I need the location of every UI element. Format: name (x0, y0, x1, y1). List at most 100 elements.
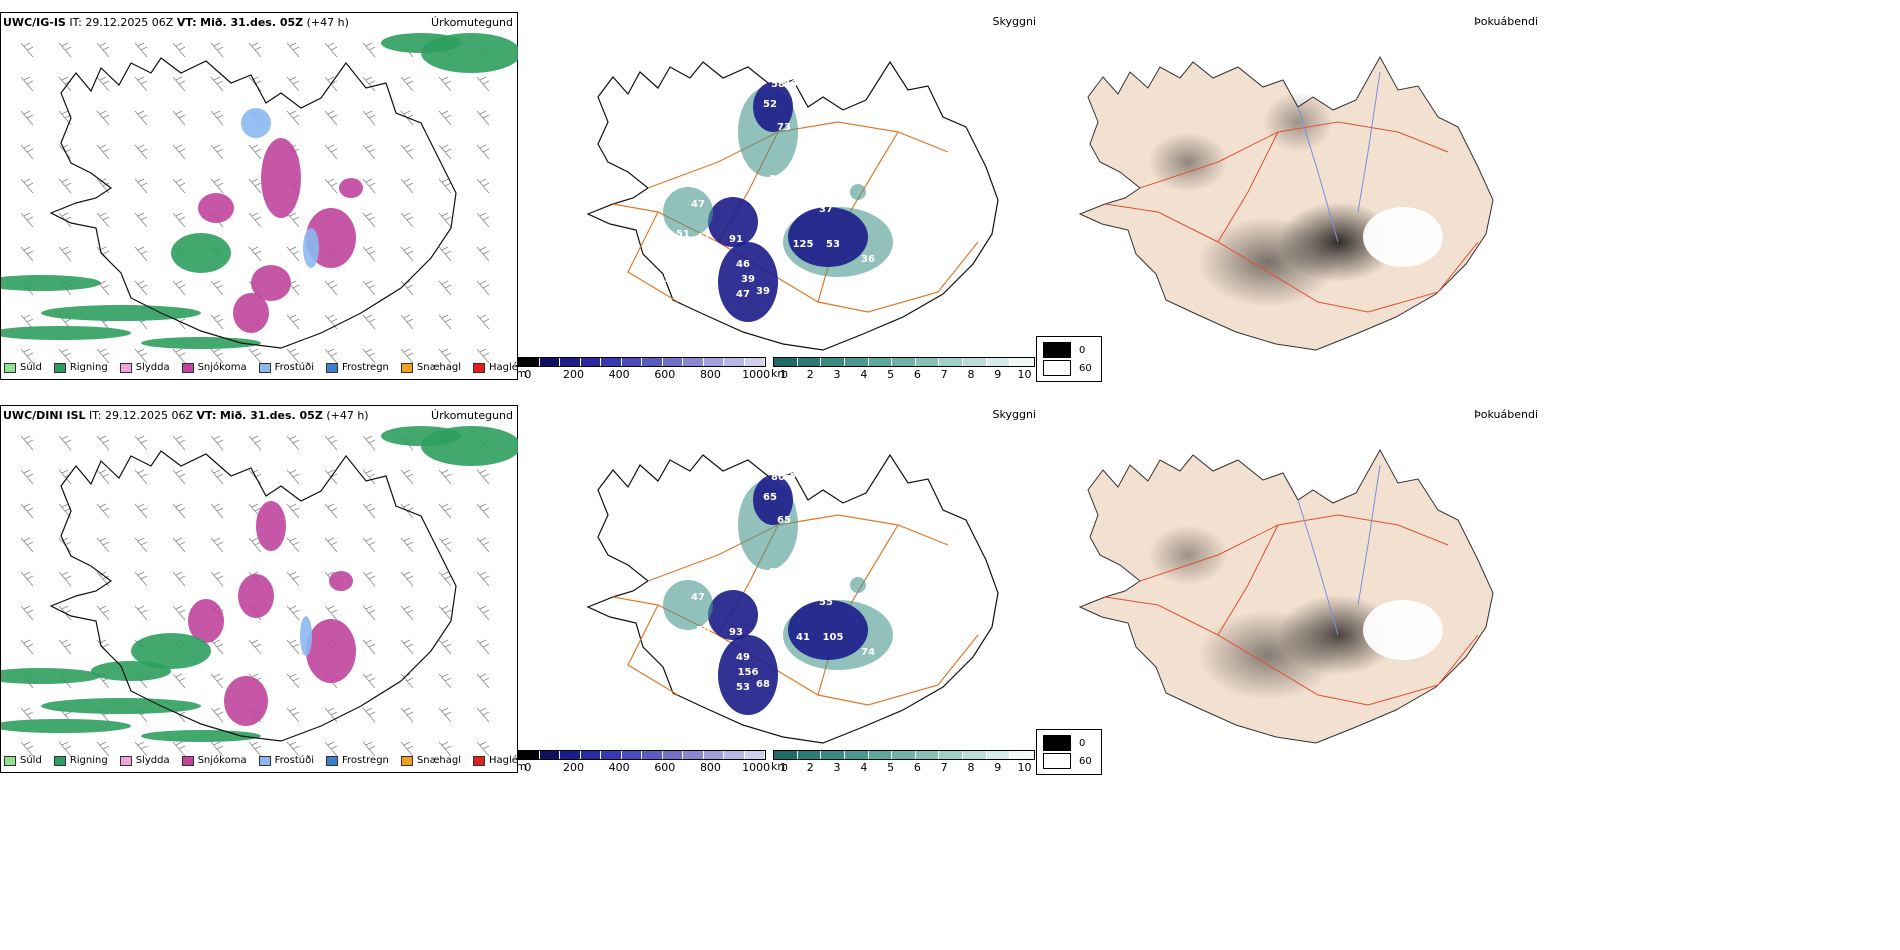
colorbar-tick: 6 (913, 368, 921, 381)
wind-barb (362, 246, 376, 262)
wind-barb (172, 435, 186, 451)
low-visibility-area (708, 197, 758, 247)
colorbar-segment (963, 751, 987, 759)
wind-barb (20, 639, 34, 655)
colorbar-segment (601, 358, 622, 366)
legend-item: Slydda (119, 362, 170, 373)
wind-barb (286, 741, 300, 757)
wind-barb (476, 707, 490, 723)
legend-swatch (326, 362, 338, 373)
colorbar-tick: 400 (608, 368, 630, 381)
colorbar-segment (821, 358, 845, 366)
wind-barb (20, 605, 34, 621)
wind-barb (96, 503, 110, 519)
wind-barb (400, 741, 414, 757)
wind-barb (438, 246, 452, 262)
wind-barb (134, 246, 148, 262)
wind-barb (362, 605, 376, 621)
wind-barb (96, 76, 110, 92)
low-visibility-area (718, 242, 778, 322)
colorbar-tick: 9 (994, 761, 1002, 774)
wind-barb (286, 571, 300, 587)
colorbar-tick: 1000 (742, 368, 771, 381)
legend-label: Haglél (489, 362, 521, 373)
wind-barb (20, 435, 34, 451)
wind-barb (248, 178, 262, 194)
legend-item: Súld (4, 755, 42, 766)
wind-barb (96, 42, 110, 58)
visibility-panel-row1: 58 86 52 73 89 33 40 56 49 70 37 47 125 91 82 53 46 39 47 3… (518, 12, 1038, 380)
legend-label: Rigning (69, 362, 108, 373)
colorbar-segment (868, 358, 893, 366)
visibility-label: 39 (756, 286, 770, 297)
wind-barb (172, 280, 186, 296)
wind-barb (438, 178, 452, 194)
visibility-label: 22 (671, 254, 685, 265)
colorbar-segment (892, 358, 916, 366)
visibility-label: 55 (819, 597, 833, 608)
wind-barb (476, 605, 490, 621)
visibility-label: 58 (771, 79, 785, 90)
visibility-label: 65 (763, 492, 777, 503)
wind-barb (324, 110, 338, 126)
wind-barb (134, 280, 148, 296)
visibility-label: 36 (861, 254, 875, 265)
wind-barb (286, 469, 300, 485)
wind-barb (58, 639, 72, 655)
iceland-land (1078, 448, 1494, 744)
wind-barb (438, 741, 452, 757)
legend-label: Slydda (135, 755, 170, 766)
legend-item: Haglél (473, 362, 521, 373)
legend-label: Snjókoma (197, 362, 247, 373)
precip-area (241, 108, 271, 138)
visibility-label: 89 (671, 154, 685, 165)
wind-barb (20, 741, 34, 757)
colorbar-segment (892, 751, 916, 759)
wind-barb (134, 605, 148, 621)
wind-barb (210, 707, 224, 723)
product-title: Úrkomutegund (431, 409, 513, 422)
wind-barb (210, 42, 224, 58)
precip-area (303, 228, 319, 268)
precip-area (198, 193, 234, 223)
low-visibility-area (663, 187, 713, 237)
precip-area (1, 719, 131, 733)
wind-barb (172, 178, 186, 194)
roads (1104, 514, 1479, 706)
fog-map-row1 (1078, 55, 1494, 351)
colorbar-tick: 8 (967, 368, 975, 381)
wind-barb (324, 42, 338, 58)
legend-label: Snæhagl (416, 755, 462, 766)
wind-barb (96, 348, 110, 364)
wind-barb (96, 212, 110, 228)
product-title: Þokuábendi (1474, 408, 1538, 421)
wind-barb (476, 212, 490, 228)
wind-barb (134, 212, 148, 228)
wind-barb (362, 571, 376, 587)
wind-barb (324, 280, 338, 296)
wind-barb (20, 212, 34, 228)
wind-barb (438, 571, 452, 587)
wind-barb (438, 673, 452, 689)
wind-barb (476, 246, 490, 262)
colorbar-segment (963, 358, 987, 366)
wind-barb (134, 42, 148, 58)
low-visibility-area (850, 184, 866, 200)
wind-barb (172, 503, 186, 519)
wind-barb (362, 503, 376, 519)
wind-barb (210, 144, 224, 160)
colorbar-segment (774, 751, 798, 759)
visibility-label: 42 (671, 547, 685, 558)
wind-barb (324, 503, 338, 519)
wind-barb (96, 469, 110, 485)
legend-item: Snæhagl (400, 755, 462, 766)
legend-swatch (258, 755, 271, 766)
legend-label: Rigning (69, 755, 108, 766)
wind-barb (210, 503, 224, 519)
wind-barb (476, 673, 490, 689)
wind-barb (58, 178, 72, 194)
wind-barb (20, 246, 34, 262)
wind-barb (476, 639, 490, 655)
visibility-label: 61 (656, 274, 670, 285)
